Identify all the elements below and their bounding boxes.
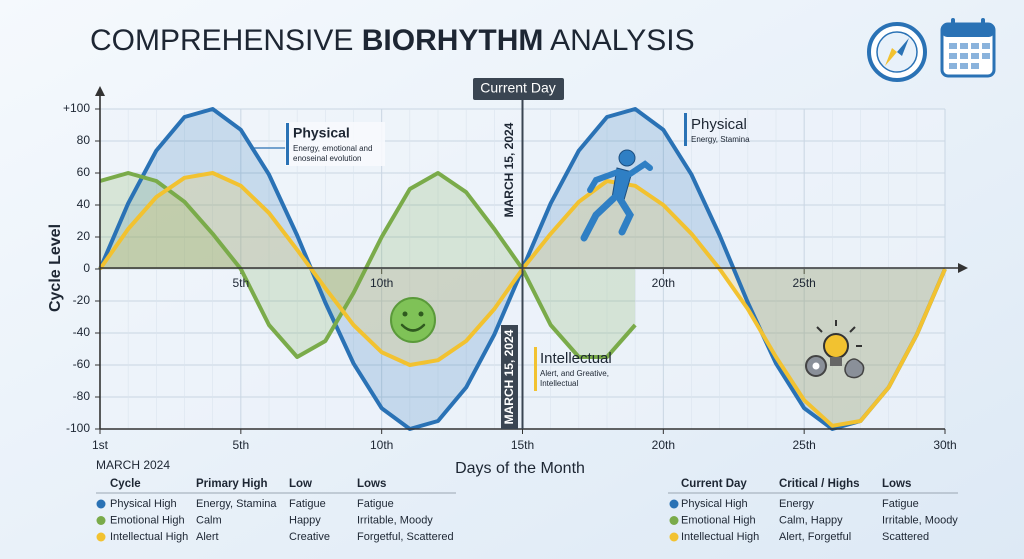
table-cell: Forgetful, Scattered (357, 531, 454, 543)
y-tick-label: +100 (63, 101, 90, 115)
x-tick-label: 20th (652, 276, 675, 290)
date-box (501, 325, 518, 429)
current-day-label: Current Day (480, 80, 555, 96)
legend-dot (669, 532, 679, 542)
table-cell: Scattered (882, 531, 929, 543)
table-cell: Alert, Forgetful (779, 531, 851, 543)
y-tick-label: 20 (77, 229, 91, 243)
table-cell: Physical High (681, 498, 748, 510)
y-tick-label: 60 (77, 165, 91, 179)
x-tick-label: 25th (792, 276, 815, 290)
annotation-text: Alert, and Greative, (540, 369, 609, 378)
table-header: Cycle (110, 478, 141, 490)
current-day-date-lower: MARCH 15, 2024 (502, 329, 516, 424)
table-cell: Calm, Happy (779, 514, 843, 526)
annotation: Physical Energy, emotional and enoseinal… (250, 122, 385, 166)
annotation: Physical Energy, Stamina (684, 113, 750, 146)
legend-dot (96, 532, 106, 542)
legend-dot (669, 516, 679, 525)
table-cell: Intellectual High (110, 531, 188, 543)
table-header: Low (289, 478, 312, 490)
x-tick-label: 30th (933, 438, 956, 452)
lightbulb-icon (805, 320, 865, 379)
calendar-icon (940, 18, 996, 78)
annotation-title: Physical (293, 125, 350, 141)
title-part: ANALYSIS (550, 24, 695, 57)
y-tick-label: -100 (66, 421, 90, 435)
current-day: Current Day MARCH 15, 2024 MARCH 15, 202… (473, 78, 564, 429)
x-tick-label: 15th (511, 438, 534, 452)
annotation-text: Energy, Stamina (691, 135, 750, 144)
runner-icon (580, 149, 653, 242)
table-cell: Alert (196, 531, 219, 543)
annotation-text: Intellectual (540, 379, 578, 388)
table-header: Lows (357, 478, 386, 490)
annotation-text: Energy, emotional and (293, 144, 372, 153)
table-cell: Physical High (110, 498, 177, 510)
table-cell: Creative (289, 531, 330, 543)
table-cell: Intellectual High (681, 531, 759, 543)
annotation-text: enoseinal evolution (293, 154, 362, 163)
table-header: Critical / Highs (779, 478, 860, 490)
chart-title: COMPREHENSIVE BIORHYTHM ANALYSIS (90, 24, 695, 57)
y-axis-title: Cycle Level (47, 224, 64, 312)
table-cell: Irritable, Moody (882, 514, 958, 526)
annotation-title: Physical (691, 116, 747, 133)
title-part: COMPREHENSIVE (90, 24, 353, 57)
x-axis-title: Days of the Month (455, 460, 585, 477)
x-tick-label: 1st (92, 438, 109, 452)
month-label: MARCH 2024 (96, 458, 170, 472)
table-cell: Fatigue (882, 498, 919, 510)
series-line (99, 171, 637, 359)
current-day-box (473, 78, 564, 100)
y-axis-arrow (95, 86, 105, 96)
y-tick-label: 40 (77, 197, 91, 211)
title-part: BIORHYTHM (362, 24, 544, 57)
annotation-title: Intellectual (540, 350, 612, 367)
annotation: Intellectual Alert, and Greative, Intell… (534, 347, 612, 391)
table-header: Current Day (681, 478, 747, 490)
y-tick-label: -20 (73, 293, 91, 307)
table-cell: Calm (196, 514, 222, 526)
table-header: Lows (882, 478, 911, 490)
x-tick-label: 5th (232, 276, 249, 290)
x-tick-label: 5th (232, 438, 249, 452)
y-tick-label: 80 (77, 133, 91, 147)
x-tick-label: 10th (370, 276, 393, 290)
x-tick-label: 25th (792, 438, 815, 452)
y-tick-label: 0 (83, 261, 90, 275)
smiley-icon (390, 297, 436, 343)
legend-dot (96, 516, 106, 525)
current-day-date: MARCH 15, 2024 (502, 122, 516, 217)
legend-tables: Cycle Primary High Low Lows Physical High Ene… (96, 478, 958, 543)
y-tick-label: -40 (73, 325, 91, 339)
table-cell: Emotional High (681, 514, 756, 526)
x-axis-arrow (958, 263, 968, 273)
y-tick-label: -80 (73, 389, 91, 403)
area-fill (100, 173, 945, 426)
legend-dot (96, 499, 106, 509)
table-cell: Energy (779, 498, 814, 510)
x-tick-label: 10th (370, 438, 393, 452)
table-cell: Emotional High (110, 514, 185, 526)
y-tick-label: -60 (73, 357, 91, 371)
table-cell: Irritable, Moody (357, 514, 433, 526)
table-cell: Happy (289, 514, 321, 526)
x-tick-label: 20th (652, 438, 675, 452)
table-header: Primary High (196, 478, 268, 490)
table-cell: Fatigue (289, 498, 326, 510)
legend-dot (669, 499, 679, 509)
table-cell: Energy, Stamina (196, 498, 277, 510)
compass-icon (867, 22, 927, 82)
table-cell: Fatigue (357, 498, 394, 510)
